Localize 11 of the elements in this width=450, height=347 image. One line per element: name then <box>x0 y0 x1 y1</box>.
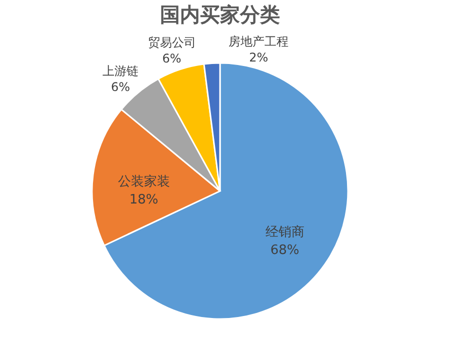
data-label: 2% <box>249 50 268 64</box>
data-label: 6% <box>111 80 130 94</box>
slice-label: 经销商 <box>265 225 304 240</box>
slice-label: 公装家装 <box>118 173 170 190</box>
data-label: 68% <box>270 243 300 258</box>
data-label: 6% <box>162 52 182 66</box>
slice-label: 贸易公司 <box>148 36 196 50</box>
slice-label: 房地产工程 <box>228 34 289 48</box>
data-label: 18% <box>129 192 158 208</box>
chart-title: 国内买家分类 <box>160 2 280 26</box>
slice-label: 上游链 <box>102 64 139 78</box>
